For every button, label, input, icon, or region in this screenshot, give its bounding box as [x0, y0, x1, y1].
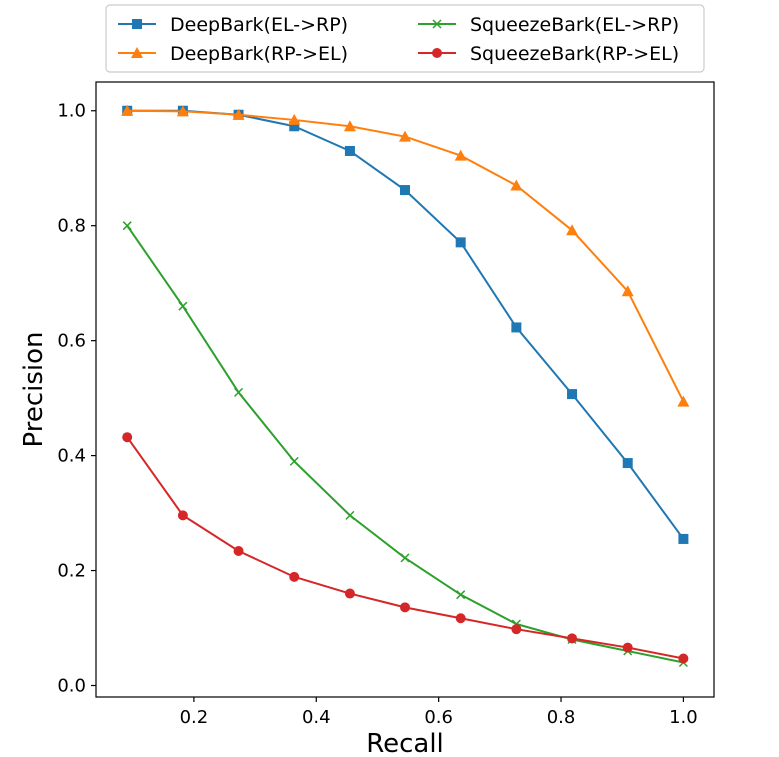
x-marker-stroke: [456, 590, 466, 600]
series-layer: [121, 104, 690, 668]
x-marker-stroke: [432, 19, 442, 29]
series-3: [122, 432, 689, 664]
x-marker-stroke: [289, 456, 299, 466]
data-point: [233, 546, 244, 557]
legend: DeepBark(EL->RP) DeepBark(RP->EL) SqueezeB…: [105, 4, 705, 73]
data-point: [399, 130, 411, 142]
data-point: [622, 458, 633, 469]
y-tick-label: 0.2: [57, 561, 86, 582]
data-point: [345, 510, 355, 520]
legend-label: DeepBark(EL->RP): [170, 14, 348, 36]
data-point: [454, 149, 467, 161]
series-2: [122, 221, 688, 668]
legend-item: SqueezeBark(EL->RP): [418, 14, 679, 36]
data-point: [177, 510, 188, 521]
data-point: [122, 221, 132, 231]
x-marker-stroke: [345, 510, 355, 520]
data-point: [677, 395, 690, 407]
legend-label: DeepBark(RP->EL): [170, 43, 348, 65]
legend-swatch-marker: [432, 19, 442, 29]
data-point: [400, 553, 410, 563]
data-point: [567, 633, 578, 644]
x-tick-label: 0.6: [424, 707, 453, 728]
y-tick-label: 1.0: [57, 101, 86, 122]
y-axis-title: Precision: [19, 331, 49, 447]
x-tick-label: 0.4: [302, 707, 331, 728]
x-marker-stroke: [234, 387, 244, 397]
legend-swatch-marker: [131, 47, 143, 58]
plot-area: [95, 81, 715, 698]
data-point: [400, 602, 410, 613]
y-tick-label: 0.6: [57, 331, 86, 352]
series-line: [127, 109, 685, 540]
legend-label: SqueezeBark(EL->RP): [470, 14, 679, 36]
y-tick-label: 0.8: [57, 216, 86, 237]
x-marker-stroke: [400, 553, 410, 563]
x-axis-title: Recall: [366, 729, 444, 757]
data-point: [567, 389, 578, 400]
data-point: [678, 653, 689, 664]
data-point: [621, 285, 634, 297]
legend-swatch-marker: [432, 48, 442, 58]
x-marker-stroke: [122, 221, 132, 231]
data-point: [344, 145, 355, 156]
x-tick-label: 0.8: [547, 707, 576, 728]
legend-item: DeepBark(RP->EL): [118, 43, 348, 65]
data-point: [344, 588, 355, 599]
data-point: [232, 108, 245, 120]
data-point: [511, 322, 522, 333]
data-point: [455, 613, 466, 624]
axes: 0.2 0.4 0.6 0.8 1.0 0.0 0.2 0.4 0.6 0.8 1.0: [57, 101, 697, 728]
legend-item: DeepBark(EL->RP): [118, 14, 348, 36]
x-tick-label: 1.0: [669, 707, 698, 728]
data-point: [289, 571, 300, 582]
series-line: [126, 436, 684, 660]
data-point: [122, 432, 133, 443]
data-point: [289, 121, 300, 132]
legend-box: [105, 4, 705, 73]
data-point: [234, 387, 244, 397]
data-point: [678, 533, 689, 544]
series-line: [127, 109, 685, 403]
data-point: [511, 624, 522, 635]
data-point: [566, 224, 579, 236]
data-point: [288, 113, 301, 125]
series-1: [121, 104, 690, 407]
x-tick-label: 0.2: [180, 707, 209, 728]
y-tick-label: 0.0: [57, 676, 86, 697]
data-point: [400, 185, 410, 196]
data-point: [121, 104, 134, 116]
data-point: [456, 590, 466, 600]
data-point: [510, 179, 523, 191]
x-marker-stroke: [178, 301, 188, 311]
legend-swatch-marker: [132, 19, 142, 29]
data-point: [176, 105, 189, 117]
series-0: [122, 105, 689, 544]
data-point: [622, 642, 633, 653]
data-point: [178, 301, 188, 311]
y-tick-label: 0.4: [57, 446, 86, 467]
data-point: [343, 120, 356, 132]
data-point: [455, 237, 466, 248]
plot-frame: [95, 81, 715, 698]
series-line: [126, 225, 684, 664]
data-point: [289, 456, 299, 466]
legend-item: SqueezeBark(RP->EL): [418, 43, 679, 65]
legend-label: SqueezeBark(RP->EL): [470, 43, 679, 65]
